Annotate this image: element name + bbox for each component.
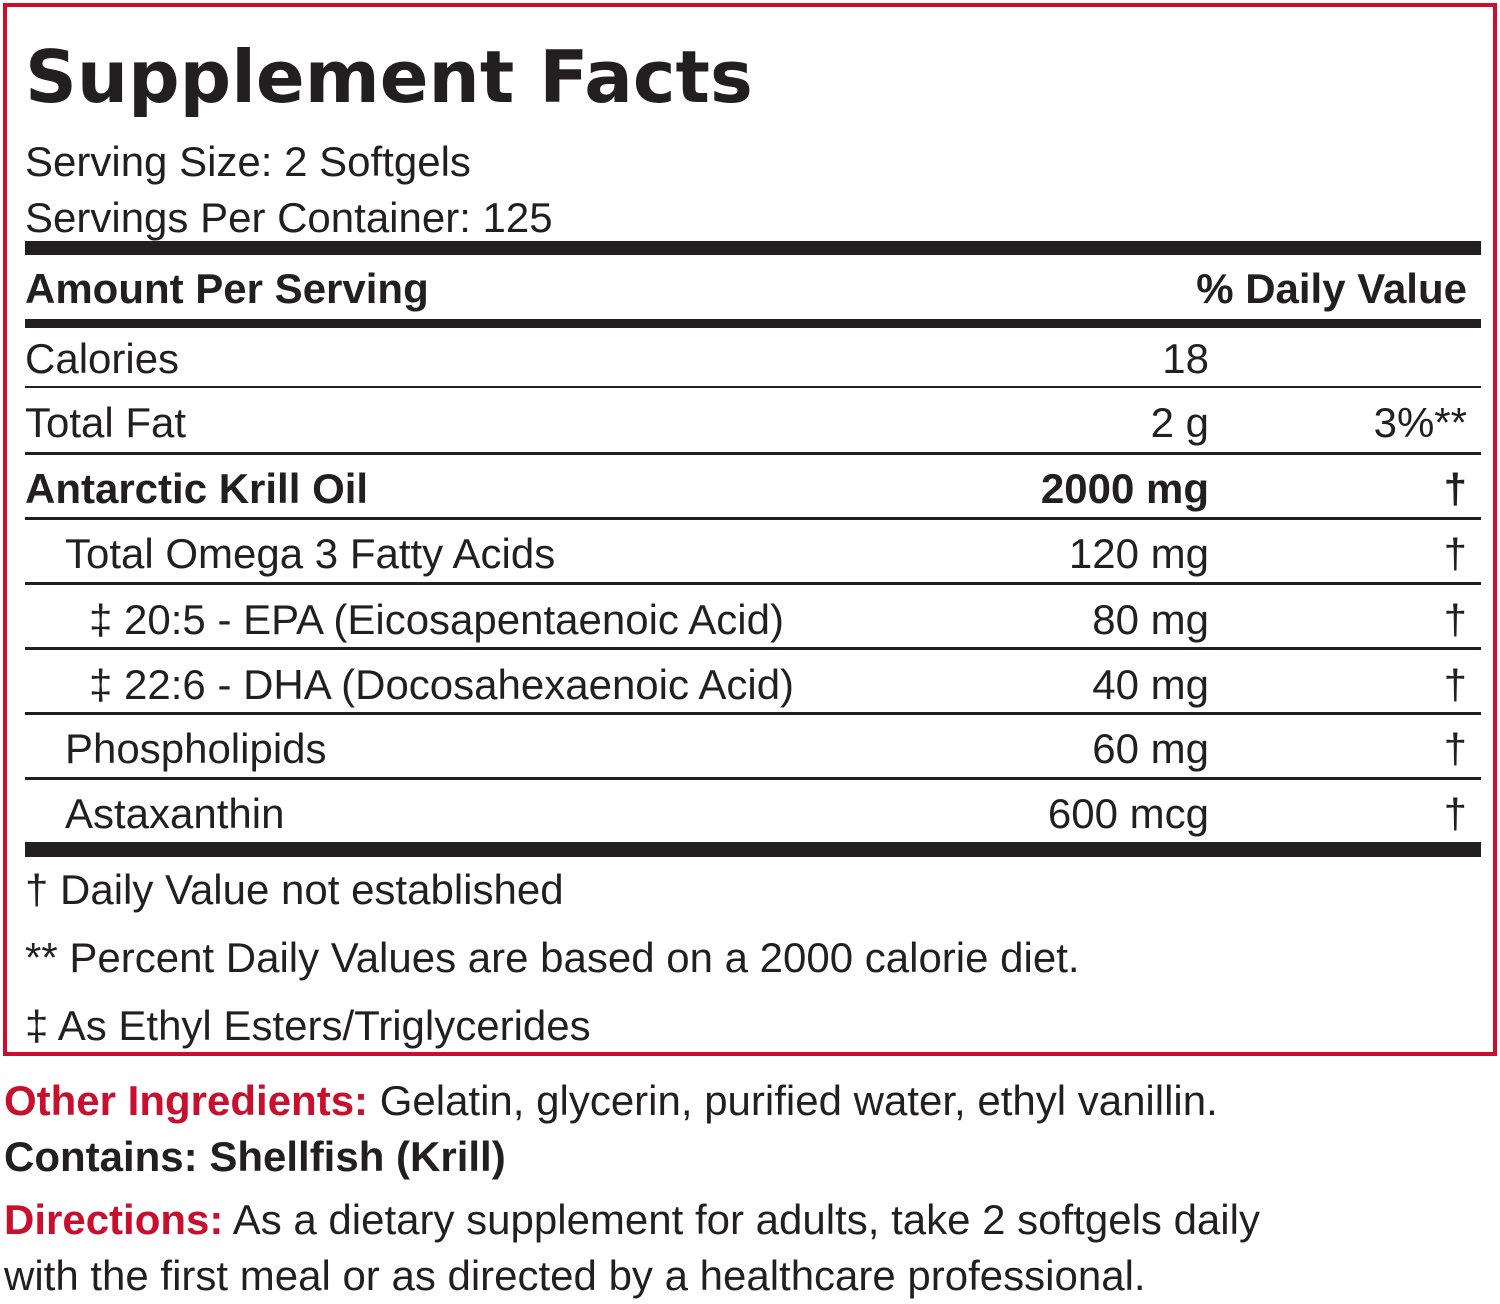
thick-divider-bottom xyxy=(25,842,1481,857)
table-row: ‡ 20:5 - EPA (Eicosapentaenoic Acid) 80 … xyxy=(25,594,1481,646)
directions-label: Directions: xyxy=(4,1196,224,1243)
directions-line-2: with the first meal or as directed by a … xyxy=(4,1252,1146,1299)
table-row: Phospholipids 60 mg † xyxy=(25,723,1481,775)
header-daily-value: % Daily Value xyxy=(1196,265,1467,312)
header-amount-per-serving: Amount Per Serving xyxy=(25,265,429,312)
footnote-percent-dv: ** Percent Daily Values are based on a 2… xyxy=(25,934,1080,981)
thick-divider-header xyxy=(25,319,1481,328)
nutrient-daily-value: † xyxy=(1443,790,1467,837)
nutrient-name: ‡ 22:6 - DHA (Docosahexaenoic Acid) xyxy=(89,661,795,708)
footnote-double-dagger: ‡ As Ethyl Esters/Triglycerides xyxy=(25,1002,591,1049)
serving-size: Serving Size: 2 Softgels xyxy=(25,138,471,185)
nutrient-daily-value: † xyxy=(1443,596,1467,643)
nutrient-name: ‡ 20:5 - EPA (Eicosapentaenoic Acid) xyxy=(89,596,784,643)
other-ingredients-label: Other Ingredients: xyxy=(4,1077,369,1124)
nutrient-name: Calories xyxy=(25,335,180,382)
table-row: Calories 18 xyxy=(25,333,1481,385)
nutrient-amount: 40 mg xyxy=(1092,661,1209,708)
nutrient-amount: 2 g xyxy=(1150,399,1209,446)
table-row: Astaxanthin 600 mcg † xyxy=(25,788,1481,840)
table-row: Total Omega 3 Fatty Acids 120 mg † xyxy=(25,528,1481,580)
thick-divider-top xyxy=(25,241,1481,255)
nutrient-amount: 600 mcg xyxy=(1047,790,1209,837)
nutrient-amount: 18 xyxy=(1162,335,1209,382)
nutrient-name: Phospholipids xyxy=(65,725,327,772)
row-divider xyxy=(25,777,1481,780)
supplement-facts-panel: Supplement Facts Serving Size: 2 Softgel… xyxy=(3,3,1497,1056)
table-row: Antarctic Krill Oil 2000 mg † xyxy=(25,463,1481,515)
row-divider xyxy=(25,452,1481,455)
nutrient-name: Astaxanthin xyxy=(65,790,285,837)
nutrient-name: Total Omega 3 Fatty Acids xyxy=(65,530,556,577)
servings-per-container: Servings Per Container: 125 xyxy=(25,194,553,241)
nutrient-daily-value: 3%** xyxy=(1373,399,1467,446)
table-row: Total Fat 2 g 3%** xyxy=(25,397,1481,449)
header-row: Amount Per Serving % Daily Value xyxy=(25,261,1481,317)
other-ingredients-text: Gelatin, glycerin, purified water, ethyl… xyxy=(368,1077,1218,1124)
nutrient-daily-value: † xyxy=(1443,661,1467,708)
allergen-statement: Contains: Shellfish (Krill) xyxy=(4,1133,506,1180)
nutrient-amount: 120 mg xyxy=(1068,530,1209,577)
row-divider xyxy=(25,386,1481,388)
nutrient-daily-value: † xyxy=(1443,530,1467,577)
nutrient-daily-value: † xyxy=(1443,465,1467,512)
row-divider xyxy=(25,712,1481,715)
nutrient-amount: 2000 mg xyxy=(1040,465,1209,512)
nutrient-daily-value: † xyxy=(1443,725,1467,772)
directions-line-1: Directions: As a dietary supplement for … xyxy=(4,1192,1260,1248)
nutrient-name: Total Fat xyxy=(25,399,187,446)
row-divider xyxy=(25,582,1481,585)
other-ingredients: Other Ingredients: Gelatin, glycerin, pu… xyxy=(4,1073,1218,1129)
footnote-dagger: † Daily Value not established xyxy=(25,866,564,913)
nutrient-name: Antarctic Krill Oil xyxy=(25,465,369,512)
directions-text-1: As a dietary supplement for adults, take… xyxy=(223,1196,1260,1243)
table-row: ‡ 22:6 - DHA (Docosahexaenoic Acid) 40 m… xyxy=(25,659,1481,711)
nutrient-amount: 80 mg xyxy=(1092,596,1209,643)
row-divider xyxy=(25,517,1481,520)
row-divider xyxy=(25,647,1481,650)
panel-title: Supplement Facts xyxy=(25,35,753,119)
nutrient-amount: 60 mg xyxy=(1092,725,1209,772)
